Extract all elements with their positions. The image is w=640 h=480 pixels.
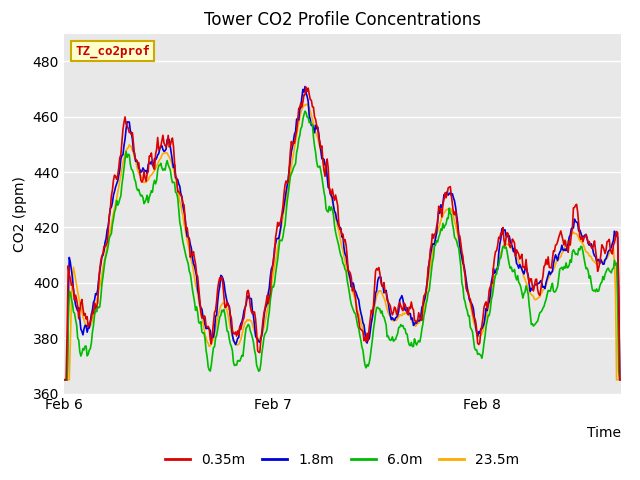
Legend: 0.35m, 1.8m, 6.0m, 23.5m: 0.35m, 1.8m, 6.0m, 23.5m: [160, 447, 525, 472]
Text: Time: Time: [587, 426, 621, 440]
Y-axis label: CO2 (ppm): CO2 (ppm): [13, 176, 28, 252]
Text: TZ_co2prof: TZ_co2prof: [75, 44, 150, 58]
Title: Tower CO2 Profile Concentrations: Tower CO2 Profile Concentrations: [204, 11, 481, 29]
